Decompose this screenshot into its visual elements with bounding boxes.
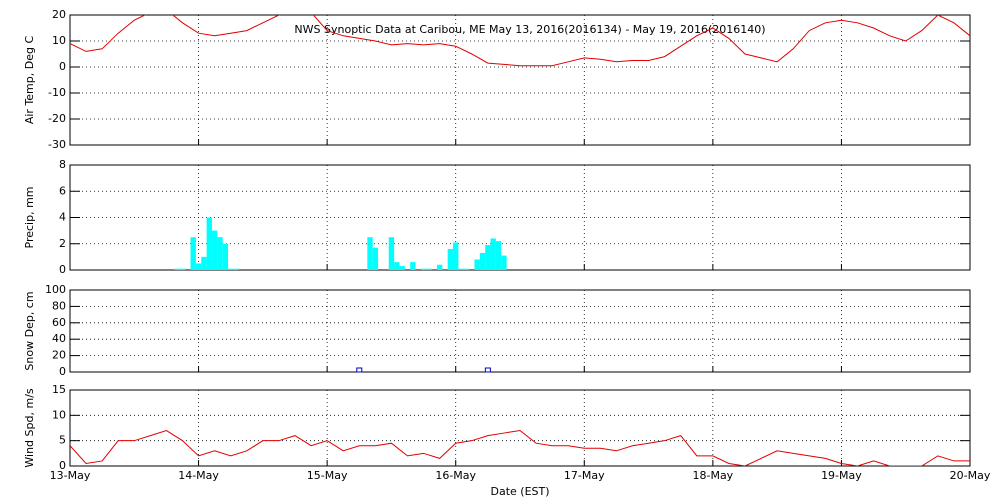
bar [463, 268, 470, 270]
plot-data [70, 15, 970, 67]
bar [458, 268, 464, 270]
bar [222, 243, 229, 270]
x-axis-label: Date (EST) [490, 485, 549, 498]
y-tick-label: -10 [48, 86, 66, 99]
bar [174, 268, 180, 270]
y-tick-label: 20 [52, 349, 66, 362]
bar [233, 268, 239, 270]
y-tick-label: 10 [52, 408, 66, 421]
bar [206, 217, 212, 270]
y-tick-label: 40 [52, 332, 66, 345]
x-tick-label: 17-May [564, 469, 605, 482]
y-axis-label: Air Temp, Deg C [23, 36, 36, 125]
plot-frame [69, 14, 971, 146]
bar [501, 255, 507, 270]
bar [474, 259, 480, 270]
y-tick-label: 20 [52, 8, 66, 21]
y-tick-label: 6 [59, 184, 66, 197]
point [356, 367, 363, 373]
y-axis-label: Wind Spd, m/s [23, 388, 36, 468]
x-tick-label: 15-May [307, 469, 348, 482]
x-tick-label: 19-May [821, 469, 862, 482]
y-tick-label: 15 [52, 383, 66, 396]
bar [179, 268, 186, 270]
bar [410, 262, 416, 270]
data-line [70, 15, 970, 67]
y-tick-label: 60 [52, 316, 66, 329]
bar [211, 230, 218, 270]
y-tick-label: -20 [48, 112, 66, 125]
plot-data [174, 217, 507, 270]
y-tick-label: 4 [59, 211, 66, 224]
plot-frame [69, 389, 971, 467]
y-axis-label: Snow Dep, cm [23, 291, 36, 370]
bar [217, 237, 223, 270]
y-tick-label: -30 [48, 138, 66, 151]
plot-frame [69, 289, 971, 373]
bar [367, 237, 373, 270]
bar [426, 268, 432, 270]
y-tick-label: 0 [59, 365, 66, 378]
y-tick-label: 10 [52, 34, 66, 47]
bar [372, 247, 379, 270]
bar [479, 252, 486, 270]
x-tick-label: 20-May [950, 469, 991, 482]
y-tick-label: 0 [59, 459, 66, 472]
bar [388, 237, 395, 270]
bar [490, 238, 496, 270]
y-tick-label: 8 [59, 158, 66, 171]
bar [190, 237, 196, 270]
y-tick-label: 0 [59, 60, 66, 73]
x-tick-label: 18-May [692, 469, 733, 482]
x-tick-label: 14-May [178, 469, 219, 482]
bar [228, 268, 234, 270]
bar [485, 245, 491, 270]
y-tick-label: 5 [59, 434, 66, 447]
y-tick-label: 100 [45, 283, 66, 296]
plot-data [70, 429, 970, 466]
bar [399, 266, 405, 270]
y-tick-label: 0 [59, 263, 66, 276]
x-tick-label: 13-May [50, 469, 91, 482]
y-tick-label: 2 [59, 237, 66, 250]
chart-title: NWS Synoptic Data at Caribou, ME May 13,… [294, 23, 765, 36]
bar [453, 242, 459, 270]
bar [436, 264, 443, 270]
bar [201, 256, 207, 270]
plot-frame [69, 164, 971, 271]
bar [394, 262, 400, 270]
bar [195, 263, 202, 270]
y-tick-label: 80 [52, 299, 66, 312]
data-line [70, 429, 970, 466]
x-tick-label: 16-May [435, 469, 476, 482]
bar [495, 241, 502, 270]
y-axis-label: Precip, mm [23, 187, 36, 249]
bar [447, 249, 454, 270]
bar [420, 268, 427, 270]
point [484, 367, 491, 373]
